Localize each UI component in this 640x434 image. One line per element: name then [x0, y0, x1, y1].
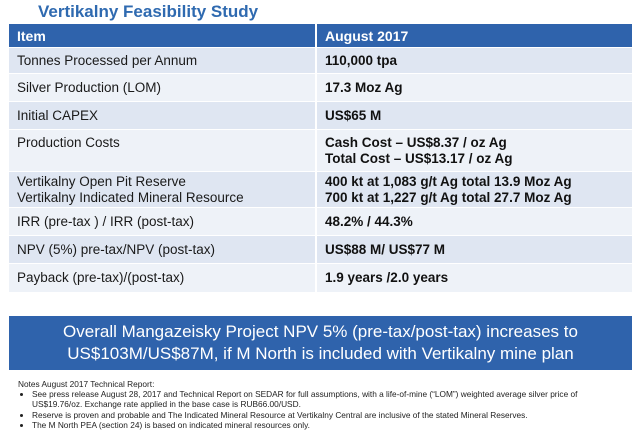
table-row: NPV (5%) pre-tax/NPV (post-tax) US$88 M/…	[9, 235, 632, 264]
row-value-irr: 48.2% / 44.3%	[316, 207, 632, 236]
row-label-irr: IRR (pre-tax ) / IRR (post-tax)	[9, 207, 317, 236]
table-row: Production Costs Cash Cost – US$8.37 / o…	[9, 129, 632, 172]
table-header-row: Item August 2017	[9, 24, 632, 48]
notes-list: See press release August 28, 2017 and Te…	[18, 389, 628, 430]
feasibility-table: Item August 2017 Tonnes Processed per An…	[9, 24, 632, 292]
row-value-reserve-resource: 400 kt at 1,083 g/t Ag total 13.9 Moz Ag…	[316, 171, 632, 208]
table-row: Initial CAPEX US$65 M	[9, 101, 632, 130]
row-value-silver-production: 17.3 Moz Ag	[316, 73, 632, 102]
row-value-npv: US$88 M/ US$77 M	[316, 235, 632, 264]
row-value-production-costs: Cash Cost – US$8.37 / oz Ag Total Cost –…	[316, 129, 632, 172]
row-value-payback: 1.9 years /2.0 years	[316, 263, 632, 292]
table-row: Vertikalny Open Pit Reserve Vertikalny I…	[9, 171, 632, 208]
note-item: Reserve is proven and probable and The I…	[32, 410, 628, 420]
table-row: Silver Production (LOM) 17.3 Moz Ag	[9, 73, 632, 102]
banner-line-2: US$103M/US$87M, if M North is included w…	[67, 344, 574, 363]
header-item: Item	[9, 24, 317, 48]
row-label-production-costs: Production Costs	[9, 129, 317, 172]
note-item: The M North PEA (section 24) is based on…	[32, 420, 628, 430]
row-label-reserve-resource: Vertikalny Open Pit Reserve Vertikalny I…	[9, 171, 317, 208]
row-label-silver-production: Silver Production (LOM)	[9, 73, 317, 102]
notes-heading: Notes August 2017 Technical Report:	[18, 379, 155, 389]
row-label-npv: NPV (5%) pre-tax/NPV (post-tax)	[9, 235, 317, 264]
table-row: Payback (pre-tax)/(post-tax) 1.9 years /…	[9, 263, 632, 292]
note-item: See press release August 28, 2017 and Te…	[32, 389, 628, 409]
npv-banner: Overall Mangazeisky Project NPV 5% (pre-…	[9, 316, 632, 370]
row-value-tonnes: 110,000 tpa	[316, 47, 632, 74]
page-title: Vertikalny Feasibility Study	[38, 2, 259, 21]
table-row: IRR (pre-tax ) / IRR (post-tax) 48.2% / …	[9, 207, 632, 236]
header-august-2017: August 2017	[316, 24, 632, 48]
row-value-initial-capex: US$65 M	[316, 101, 632, 130]
row-label-tonnes: Tonnes Processed per Annum	[9, 47, 317, 74]
banner-line-1: Overall Mangazeisky Project NPV 5% (pre-…	[63, 322, 578, 341]
table-row: Tonnes Processed per Annum 110,000 tpa	[9, 47, 632, 74]
footnotes: Notes August 2017 Technical Report: See …	[18, 379, 628, 430]
row-label-payback: Payback (pre-tax)/(post-tax)	[9, 263, 317, 292]
row-label-initial-capex: Initial CAPEX	[9, 101, 317, 130]
